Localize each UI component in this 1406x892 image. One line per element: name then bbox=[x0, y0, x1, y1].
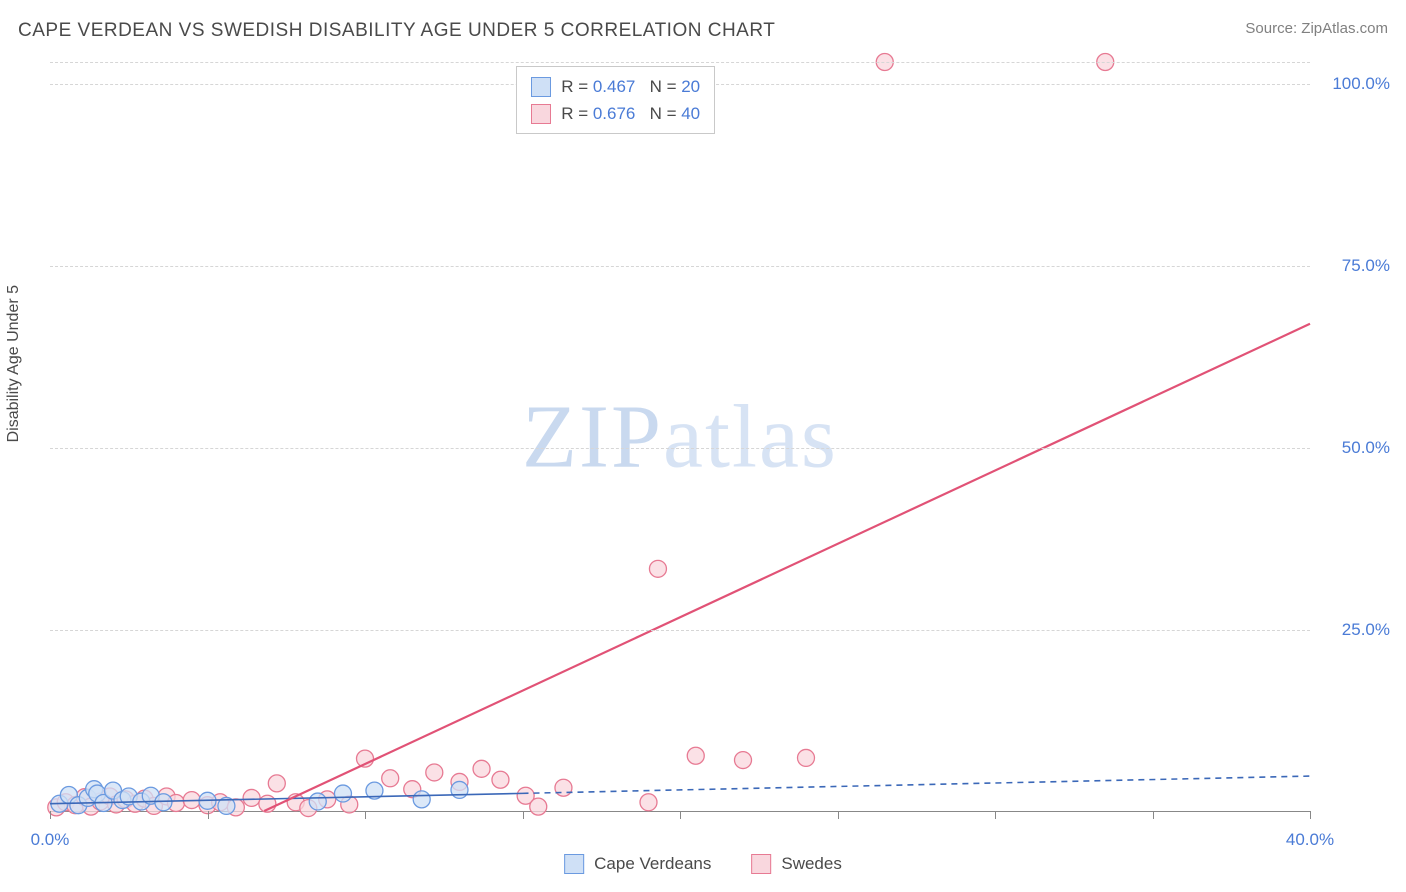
source-attribution: Source: ZipAtlas.com bbox=[1245, 20, 1388, 37]
data-point-swedes bbox=[492, 771, 509, 788]
data-point-swedes bbox=[798, 749, 815, 766]
stats-legend: R = 0.467 N = 20R = 0.676 N = 40 bbox=[516, 66, 715, 134]
data-point-swedes bbox=[735, 752, 752, 769]
stats-legend-row: R = 0.467 N = 20 bbox=[531, 73, 700, 100]
data-point-swedes bbox=[243, 789, 260, 806]
gridline bbox=[50, 266, 1310, 267]
legend-swatch bbox=[531, 104, 551, 124]
x-tick bbox=[1153, 811, 1154, 819]
x-tick bbox=[1310, 811, 1311, 819]
y-tick-label: 100.0% bbox=[1320, 74, 1390, 94]
source-link[interactable]: ZipAtlas.com bbox=[1301, 20, 1388, 37]
data-point-swedes bbox=[640, 794, 657, 811]
legend-swatch bbox=[751, 854, 771, 874]
gridline bbox=[50, 448, 1310, 449]
plot-svg bbox=[50, 62, 1310, 811]
y-axis-label: Disability Age Under 5 bbox=[5, 285, 23, 442]
bottom-legend: Cape Verdeans Swedes bbox=[564, 854, 842, 874]
legend-label: Cape Verdeans bbox=[594, 854, 711, 874]
data-point-cape_verdeans bbox=[155, 794, 172, 811]
data-point-cape_verdeans bbox=[413, 791, 430, 808]
data-point-swedes bbox=[473, 760, 490, 777]
x-tick bbox=[523, 811, 524, 819]
legend-label: Swedes bbox=[781, 854, 841, 874]
legend-swatch bbox=[564, 854, 584, 874]
gridline bbox=[50, 62, 1310, 63]
data-point-swedes bbox=[555, 779, 572, 796]
y-tick-label: 25.0% bbox=[1320, 620, 1390, 640]
legend-swatch bbox=[531, 77, 551, 97]
gridline bbox=[50, 630, 1310, 631]
stats-legend-row: R = 0.676 N = 40 bbox=[531, 100, 700, 127]
data-point-swedes bbox=[687, 747, 704, 764]
y-tick-label: 75.0% bbox=[1320, 256, 1390, 276]
data-point-cape_verdeans bbox=[334, 785, 351, 802]
x-tick bbox=[838, 811, 839, 819]
x-tick bbox=[365, 811, 366, 819]
stats-legend-text: R = 0.467 N = 20 bbox=[561, 73, 700, 100]
source-prefix: Source: bbox=[1245, 20, 1301, 37]
data-point-cape_verdeans bbox=[451, 781, 468, 798]
stats-legend-text: R = 0.676 N = 40 bbox=[561, 100, 700, 127]
data-point-swedes bbox=[649, 560, 666, 577]
data-point-swedes bbox=[530, 798, 547, 815]
data-point-swedes bbox=[426, 764, 443, 781]
x-tick bbox=[995, 811, 996, 819]
chart-header: CAPE VERDEAN VS SWEDISH DISABILITY AGE U… bbox=[18, 20, 1388, 42]
data-point-cape_verdeans bbox=[309, 793, 326, 810]
trendline-swedes bbox=[264, 324, 1310, 811]
legend-item-cape_verdeans: Cape Verdeans bbox=[564, 854, 711, 874]
x-tick-label: 40.0% bbox=[1286, 830, 1334, 850]
data-point-swedes bbox=[268, 775, 285, 792]
x-tick bbox=[50, 811, 51, 819]
y-tick-label: 50.0% bbox=[1320, 438, 1390, 458]
x-tick bbox=[208, 811, 209, 819]
chart-title: CAPE VERDEAN VS SWEDISH DISABILITY AGE U… bbox=[18, 20, 775, 42]
plot-area: ZIPatlas 25.0%50.0%75.0%100.0% bbox=[50, 62, 1310, 812]
x-tick bbox=[680, 811, 681, 819]
trendline-cape_verdeans-dashed bbox=[523, 776, 1311, 793]
x-tick-label: 0.0% bbox=[31, 830, 70, 850]
legend-item-swedes: Swedes bbox=[751, 854, 841, 874]
data-point-swedes bbox=[382, 770, 399, 787]
